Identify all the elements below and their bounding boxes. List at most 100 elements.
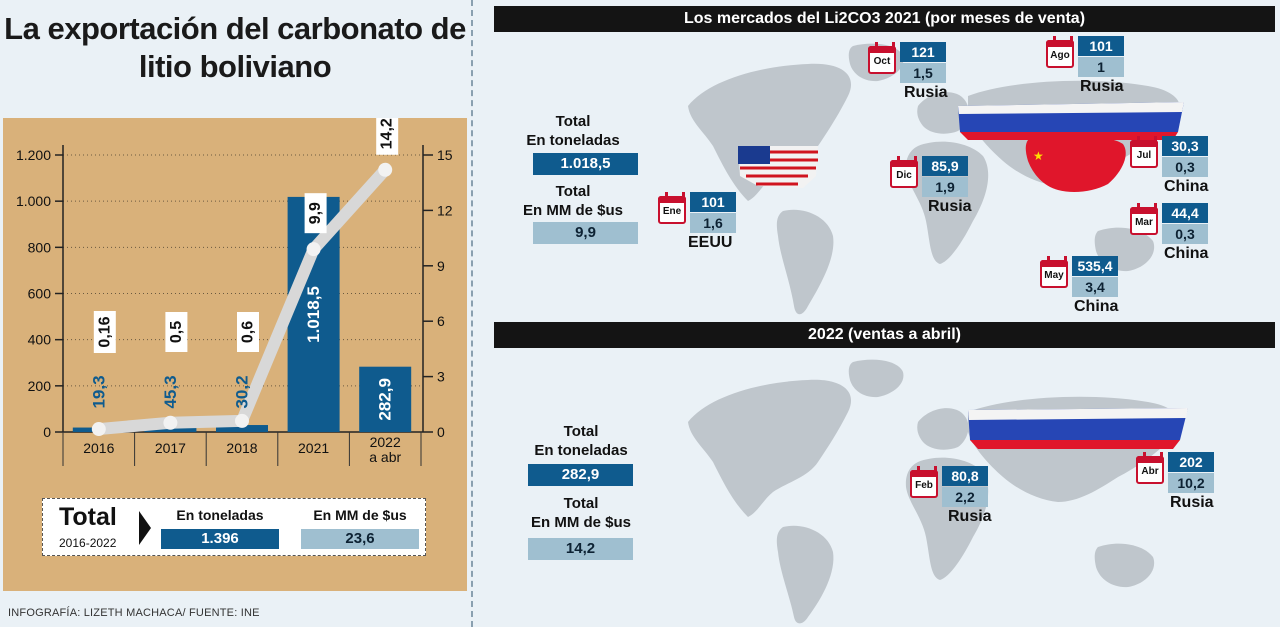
bar-data-label: 30,2	[233, 375, 252, 408]
total-2022-tons-value: 282,9	[528, 464, 633, 486]
bar-data-label: 1.018,5	[304, 286, 323, 343]
line-point	[306, 242, 321, 257]
calendar-icon: Dic	[890, 156, 918, 188]
section-divider	[471, 0, 473, 627]
x-tick-label: 2021	[298, 440, 329, 456]
calendar-icon: Oct	[868, 42, 896, 74]
callout-tons: 121	[900, 42, 946, 62]
callout-month: Ene	[662, 206, 682, 217]
right-tick-label: 12	[437, 202, 453, 218]
line-point	[378, 162, 393, 177]
x-tick-label: 2022	[370, 434, 401, 450]
total-word: Total	[59, 503, 117, 531]
right-tick-label: 9	[437, 258, 445, 274]
callout-month: Abr	[1141, 466, 1159, 477]
line-data-label: 0,6	[240, 321, 257, 343]
callout-usd: 3,4	[1072, 277, 1118, 297]
arrow-right-icon	[139, 511, 151, 545]
callout-month: Ago	[1050, 50, 1070, 61]
total-years: 2016-2022	[59, 536, 117, 550]
map-south-america	[776, 209, 834, 315]
bar	[359, 366, 412, 432]
line-data-label: 0,5	[168, 321, 185, 343]
callout-tons: 101	[1078, 36, 1124, 56]
left-tick-label: 200	[28, 378, 52, 394]
callout-country: Rusia	[904, 84, 948, 101]
total-usd-value: 23,6	[301, 529, 419, 549]
line-data-label: 0,16	[96, 316, 113, 347]
right-tick-label: 6	[437, 313, 445, 329]
map-2021-header: Los mercados del Li2CO3 2021 (por meses …	[494, 6, 1275, 32]
callout-usd: 1,5	[900, 63, 946, 83]
callout-country: China	[1164, 178, 1209, 195]
bar-data-label: 45,3	[161, 375, 180, 408]
map-australia	[1094, 543, 1155, 588]
line-label-box	[304, 193, 327, 234]
total-2021-usd-label: Total En MM de $us	[522, 183, 623, 219]
callout-month: Feb	[915, 480, 933, 491]
total-2022-usd-label: Total En MM de $us	[530, 495, 631, 531]
left-tick-label: 600	[28, 286, 52, 302]
callout-tons: 85,9	[922, 156, 968, 176]
callout-month: Dic	[896, 170, 912, 181]
x-tick-label: 2017	[155, 440, 186, 456]
left-tick-label: 0	[43, 424, 51, 440]
callout-month: Jul	[1136, 150, 1152, 161]
map-russia-white	[958, 102, 1184, 114]
total-2022-tons-label: Total En toneladas	[534, 423, 628, 459]
maps-panel: Los mercados del Li2CO3 2021 (por meses …	[478, 0, 1280, 627]
callout-usd: 10,2	[1168, 473, 1214, 493]
calendar-icon: Jul	[1130, 136, 1158, 168]
china-star-icon: ★	[1033, 149, 1044, 163]
calendar-icon: Abr	[1136, 452, 1164, 484]
callout-country: China	[1074, 298, 1119, 315]
right-tick-label: 15	[437, 147, 453, 163]
map-usa-canton	[738, 146, 770, 164]
map-north-america	[688, 63, 852, 201]
map-greenland	[848, 359, 904, 398]
calendar-icon: Mar	[1130, 203, 1158, 235]
callout-month: Oct	[873, 56, 891, 67]
callout-usd: 2,2	[942, 487, 988, 507]
calendar-icon: May	[1040, 256, 1068, 288]
callout-tons: 202	[1168, 452, 1214, 472]
callout-country: Rusia	[948, 508, 992, 525]
calendar-icon: Ago	[1046, 36, 1074, 68]
line-data-label: 14,2	[379, 118, 396, 149]
total-2021-tons-value: 1.018,5	[533, 153, 638, 175]
line-point	[91, 422, 106, 437]
callout-tons: 44,4	[1162, 203, 1208, 223]
callout-month: Mar	[1135, 217, 1153, 228]
line-label-box	[237, 312, 259, 352]
total-tons-value: 1.396	[161, 529, 279, 549]
total-tons-label: En toneladas	[176, 507, 264, 523]
bar-data-label: 282,9	[376, 378, 395, 421]
map-north-america	[688, 379, 852, 517]
map-2022-header: 2022 (ventas a abril)	[494, 322, 1275, 348]
export-chart: 0 200 400 600 800 1.000 1.200 0 3 6 9 12 15 2016 2017 2…	[16, 118, 453, 466]
line-label-box	[376, 118, 399, 155]
map-russia-red	[960, 132, 1178, 140]
callout-tons: 535,4	[1072, 256, 1118, 276]
credit-line: INFOGRAFÍA: LIZETH MACHACA/ FUENTE: INE	[8, 607, 260, 619]
map-russia-white	[968, 408, 1188, 420]
callout-country: Rusia	[1170, 494, 1214, 511]
map-usa-stripes	[738, 150, 818, 186]
calendar-icon: Feb	[910, 466, 938, 498]
callout-usd: 0,3	[1162, 157, 1208, 177]
infographic-title: La exportación del carbonato de litio bo…	[4, 11, 466, 84]
line-point	[235, 413, 249, 428]
map-china	[1025, 135, 1126, 192]
left-tick-label: 400	[28, 332, 52, 348]
callout-country: EEUU	[688, 234, 733, 251]
callout-tons: 30,3	[1162, 136, 1208, 156]
map-russia-red	[970, 440, 1180, 449]
line-label-box	[165, 312, 188, 352]
map-south-america	[776, 525, 834, 624]
total-2021-tons-label: Total En toneladas	[526, 113, 620, 149]
callout-country: China	[1164, 245, 1209, 262]
callout-usd: 0,3	[1162, 224, 1208, 244]
map-europe	[917, 92, 969, 134]
total-summary-box: Total 2016-2022 En toneladas 1.396 En MM…	[42, 498, 426, 556]
line-label-box	[93, 311, 116, 353]
